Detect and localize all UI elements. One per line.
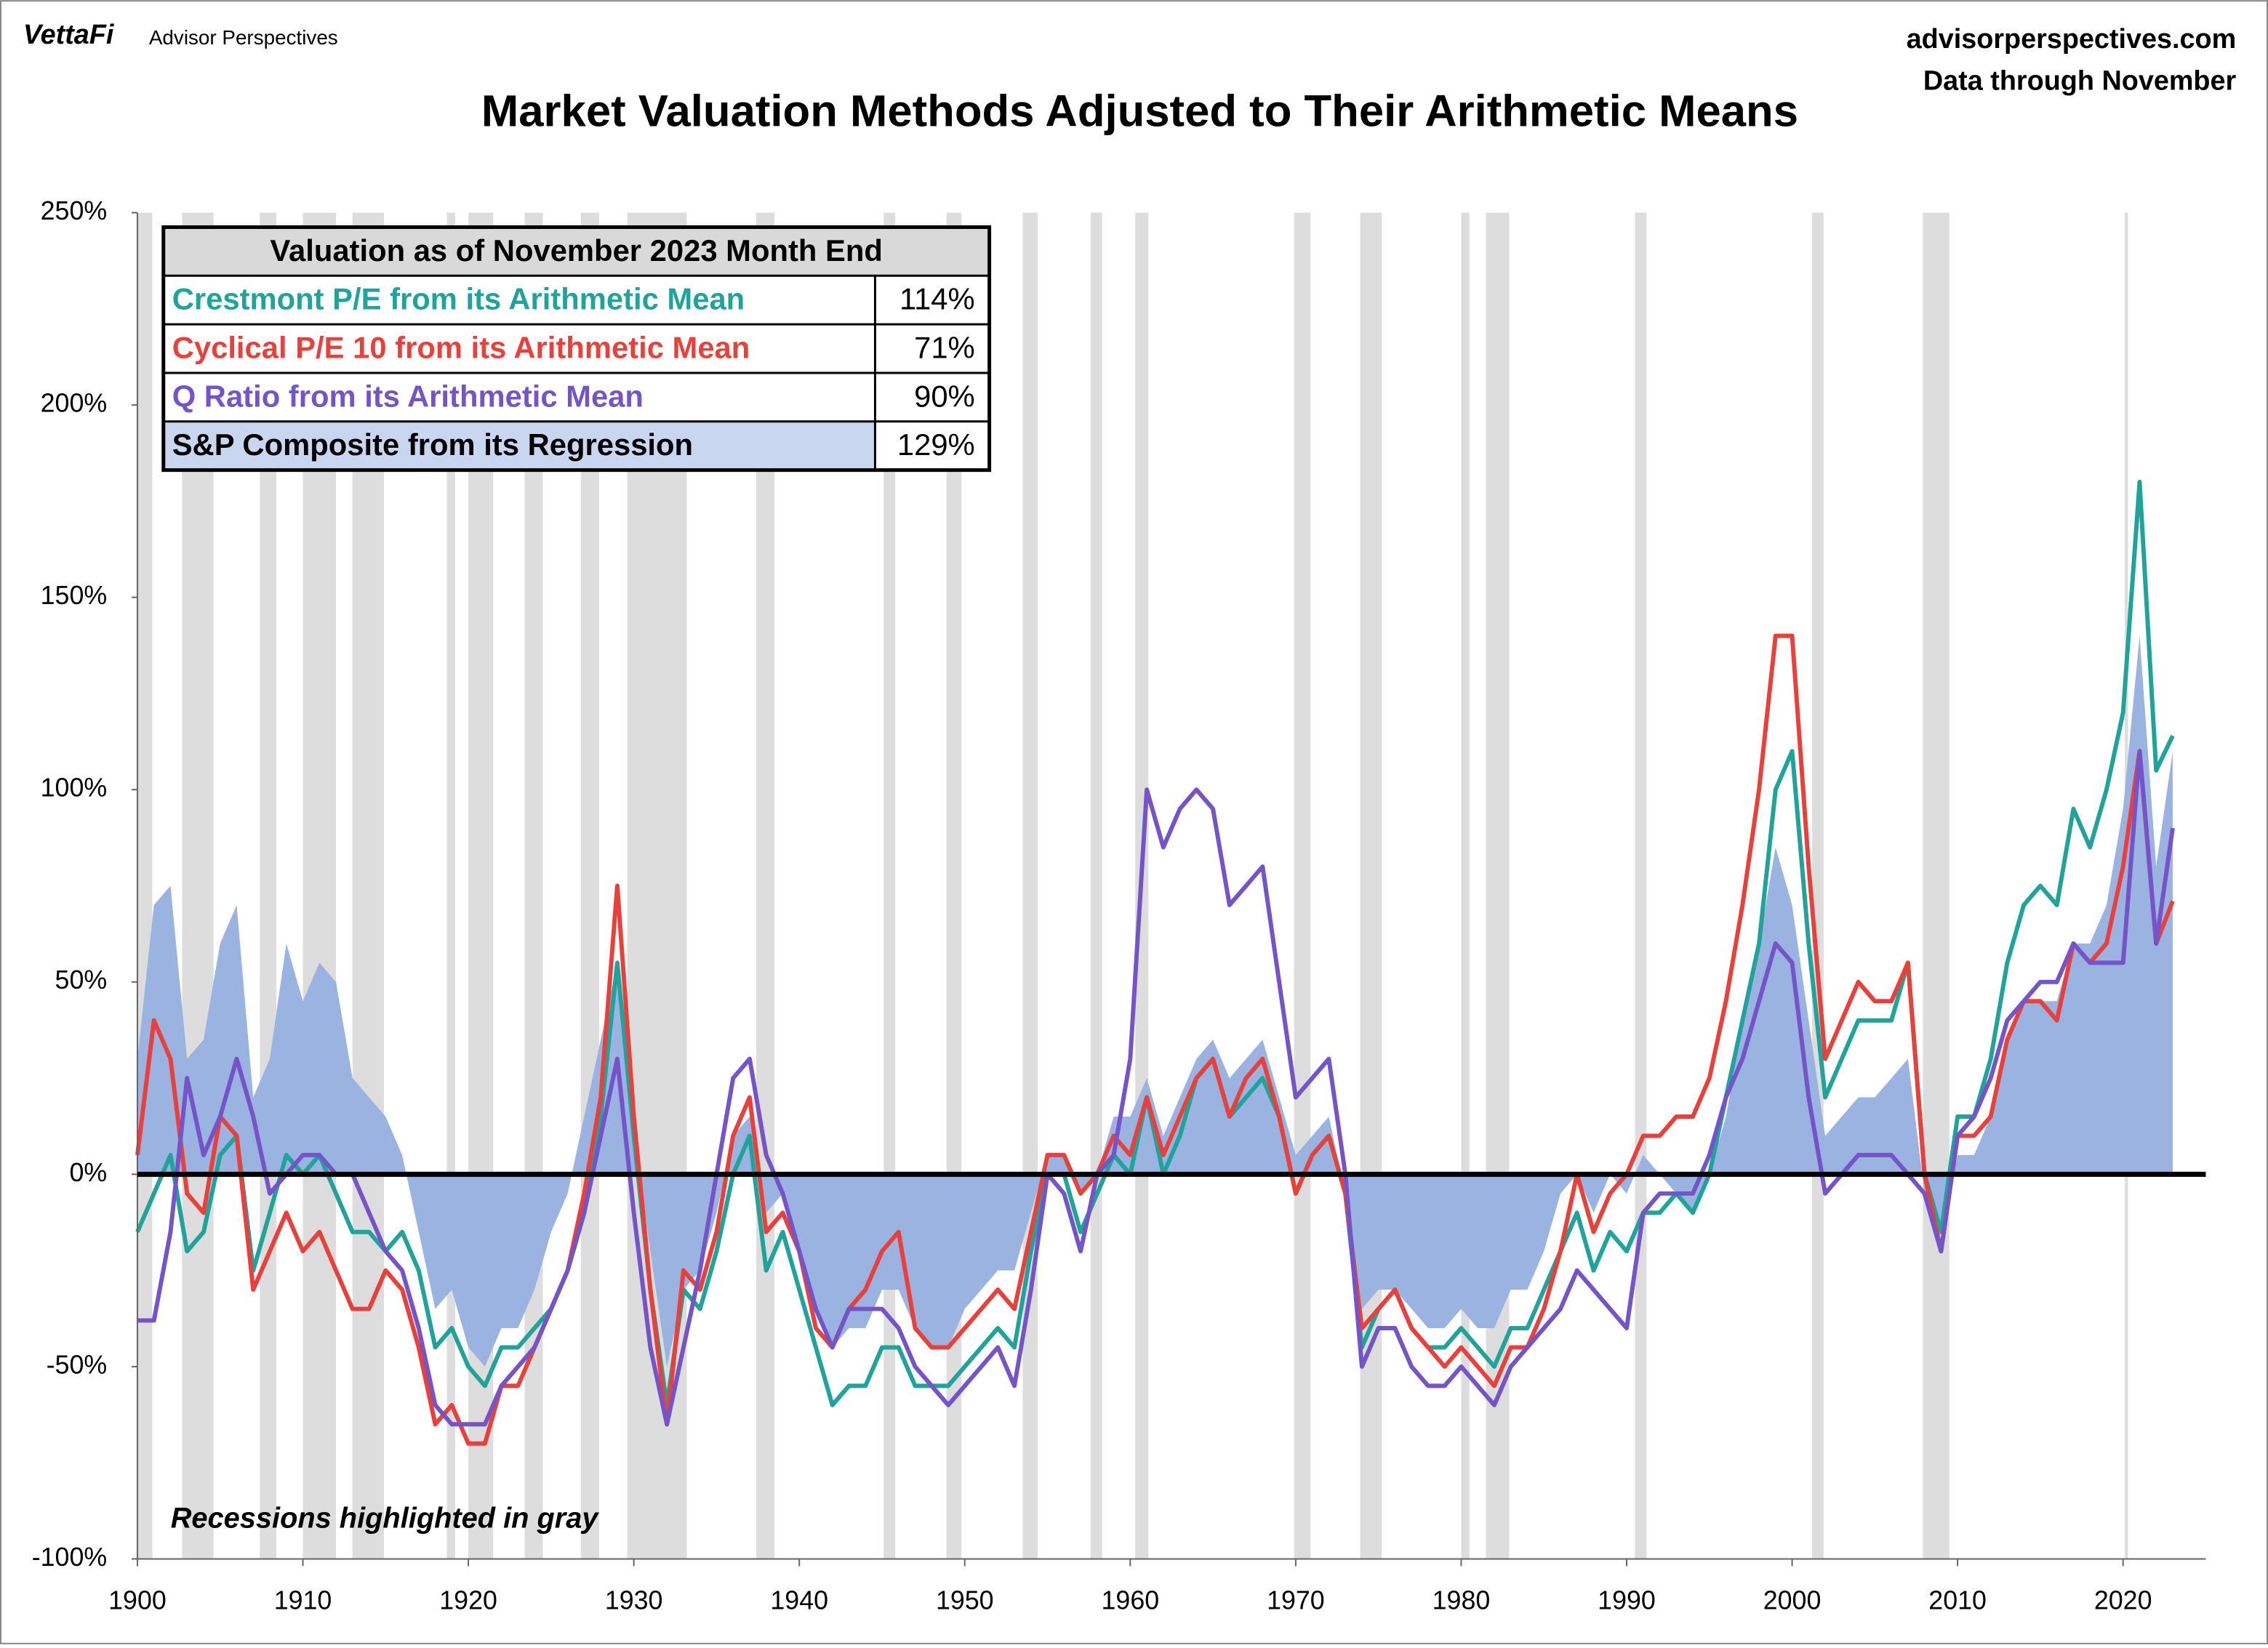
table-row-bg — [163, 276, 875, 325]
table-row-label: Cyclical P/E 10 from its Arithmetic Mean — [172, 331, 750, 365]
x-tick-label: 2010 — [1928, 1586, 1987, 1615]
table-value-bg — [875, 324, 990, 373]
x-tick-label: 1990 — [1598, 1586, 1656, 1615]
x-tick-label: 1900 — [108, 1586, 167, 1615]
y-tick-label: 200% — [41, 389, 108, 418]
table-value: 90% — [914, 379, 975, 413]
recession-band — [1635, 212, 1647, 1559]
table-value-bg — [875, 276, 990, 325]
y-tick-label: 50% — [55, 965, 108, 994]
line — [137, 749, 2175, 1427]
x-tick-label: 1950 — [936, 1586, 994, 1615]
recession-band — [1090, 212, 1102, 1559]
brand: VettaFi — [23, 20, 115, 50]
recession-band — [137, 212, 153, 1559]
y-tick-label: 250% — [41, 196, 108, 225]
table-row-label: Q Ratio from its Arithmetic Mean — [172, 379, 644, 413]
recession-band — [1811, 212, 1824, 1559]
table-value: 71% — [914, 331, 975, 365]
y-tick-label: 150% — [41, 581, 108, 610]
table-border — [161, 225, 992, 473]
table-value-bg — [875, 421, 990, 470]
area — [137, 635, 2173, 1367]
x-tick-label: 1940 — [770, 1586, 828, 1615]
x-tick-label: 1920 — [439, 1586, 497, 1615]
recession-band — [1294, 212, 1311, 1559]
table-row-bg — [163, 324, 875, 373]
table-value-bg — [875, 372, 990, 422]
table-row-bg — [163, 372, 875, 422]
site: advisorperspectives.com — [1907, 24, 2237, 55]
table-row-label: Crestmont P/E from its Arithmetic Mean — [172, 282, 745, 316]
recession-band — [1360, 212, 1382, 1559]
x-tick-label: 1970 — [1267, 1586, 1325, 1615]
table-row-label: S&P Composite from its Regression — [172, 427, 693, 462]
recession-band — [1923, 212, 1950, 1559]
annotation: Recessions highlighted in gray — [171, 1502, 600, 1534]
line — [135, 633, 2175, 1446]
table-value: 114% — [899, 282, 975, 316]
table-title: Valuation as of November 2023 Month End — [270, 233, 882, 268]
recession-band — [1461, 212, 1470, 1559]
x-tick-label: 1910 — [274, 1586, 332, 1615]
data-note: Data through November — [1923, 66, 2237, 97]
x-tick-label: 1930 — [605, 1586, 663, 1615]
recession-band — [260, 212, 277, 1559]
x-tick-label: 2000 — [1763, 1586, 1822, 1615]
table-header-bg — [163, 227, 990, 276]
x-tick-label: 2020 — [2094, 1586, 2152, 1615]
y-tick-label: 0% — [69, 1158, 107, 1187]
brand-sub: Advisor Perspectives — [149, 26, 338, 49]
x-tick-label: 1980 — [1432, 1586, 1491, 1615]
chart-title: Market Valuation Methods Adjusted to The… — [481, 87, 1798, 137]
x-tick-label: 1960 — [1102, 1586, 1160, 1615]
y-tick-label: -50% — [47, 1350, 108, 1379]
table-row-bg — [163, 421, 875, 470]
table-value: 129% — [897, 427, 975, 462]
recession-band — [1486, 212, 1510, 1559]
recession-band — [1022, 212, 1038, 1559]
y-tick-label: 100% — [41, 773, 108, 803]
recession-band — [446, 212, 455, 1559]
line — [135, 479, 2175, 1407]
y-tick-label: -100% — [32, 1543, 107, 1572]
plot-fore: -100% -50% 0% 50% 100% 150% 200% 250% 1900 1910 19… — [32, 196, 2206, 1615]
